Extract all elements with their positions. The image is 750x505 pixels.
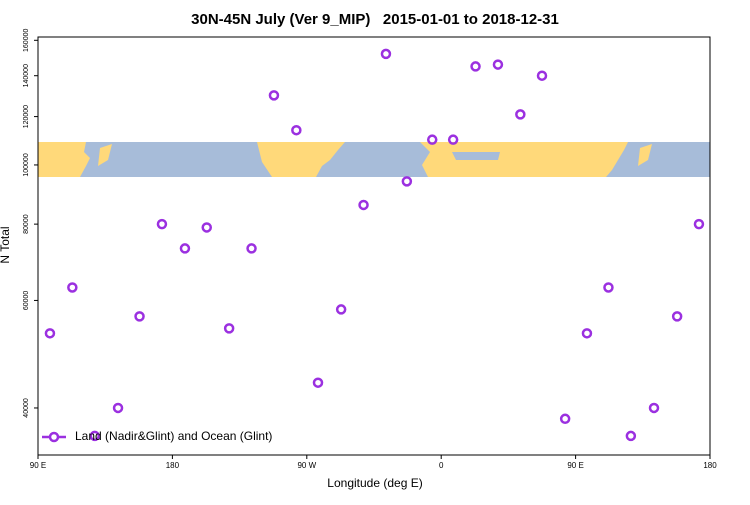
x-tick-label: 90 W [297,461,316,470]
y-tick-label: 40000 [23,398,30,418]
y-tick-label: 100000 [23,153,30,176]
point [156,218,168,230]
point [358,199,369,211]
y-tick-label: 80000 [23,214,30,234]
point [291,124,302,136]
point [44,328,56,339]
point [112,402,124,414]
point [536,70,548,81]
point [426,134,438,145]
point [89,430,100,442]
map-strip [38,142,710,177]
point [401,176,413,187]
point [671,311,683,322]
chart-title: 30N-45N July (Ver 9_MIP) 2015-01-01 to 2… [191,11,559,28]
x-tick-label: 180 [166,461,180,470]
y-axis-label: N Total [0,226,12,263]
point [67,282,78,293]
point [335,304,347,315]
point [603,282,614,293]
x-tick-label: 90 E [567,461,583,470]
point [223,323,235,334]
point [470,61,481,72]
point [693,218,705,230]
legend-label: Land (Nadir&Glint) and Ocean (Glint) [75,429,272,443]
x-tick-label: 180 [703,461,717,470]
point [380,48,392,60]
x-tick-label: 0 [439,461,444,470]
point [447,134,459,145]
y-tick-label: 120000 [23,105,30,128]
point [648,402,660,414]
point [201,222,212,233]
point [312,377,324,388]
plot-frame [37,36,711,456]
point [559,413,571,425]
legend-marker [48,431,60,443]
point [492,59,504,70]
point [134,311,145,322]
point [581,328,593,339]
x-tick-label: 90 E [30,461,46,470]
y-tick-label: 140000 [23,64,30,87]
point [179,243,191,254]
point [625,430,637,442]
y-tick-label: 60000 [23,291,30,311]
point [246,243,257,254]
point [515,109,526,120]
x-axis-label: Longitude (deg E) [327,476,422,490]
point [268,90,280,101]
y-tick-label: 160000 [23,29,30,52]
